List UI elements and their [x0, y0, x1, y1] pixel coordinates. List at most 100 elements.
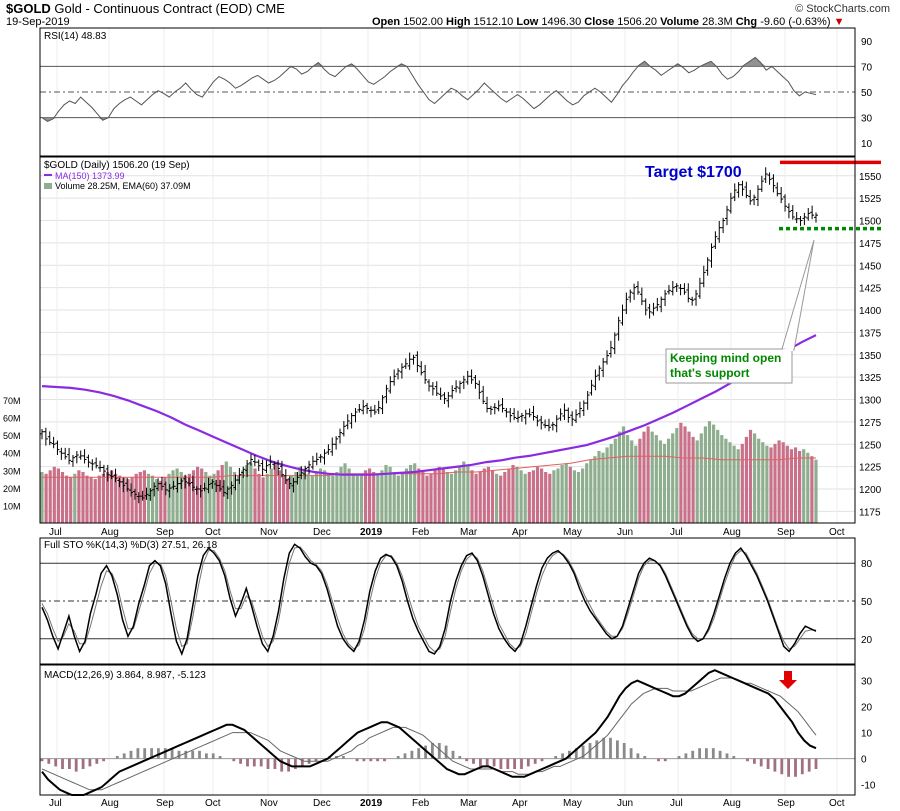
price-bar: [597, 365, 602, 381]
macd-hist-bar: [458, 756, 462, 759]
macd-hist-bar: [444, 745, 448, 759]
price-legend: $GOLD (Daily) 1506.20 (19 Sep): [44, 160, 190, 171]
price-bar: [659, 296, 664, 313]
macd-hist-bar: [506, 758, 510, 769]
price-bar: [330, 437, 335, 456]
price-bar: [276, 459, 281, 476]
price-bar: [593, 369, 598, 391]
month-label-bottom: Sep: [777, 798, 795, 809]
price-bar: [43, 427, 48, 446]
volume-bar: [802, 449, 806, 523]
price-bar: [125, 477, 130, 492]
ohlc-row: Open 1502.00 High 1512.10 Low 1496.30 Cl…: [372, 16, 844, 28]
price-bar: [334, 436, 339, 450]
volume-bar: [474, 473, 478, 523]
price-bar: [790, 205, 795, 220]
volume-bar: [368, 468, 372, 523]
volume-bar: [261, 477, 265, 523]
macd-hist-bar: [211, 753, 215, 759]
macd-tick-label: 30: [861, 677, 873, 688]
open-label: Open: [372, 16, 401, 28]
volume-bar: [372, 472, 376, 523]
macd-hist-bar: [191, 750, 195, 759]
price-bar: [624, 292, 629, 315]
price-bar: [210, 479, 215, 489]
volume-bar: [257, 473, 261, 523]
price-bar: [771, 174, 776, 193]
macd-hist-bar: [718, 750, 722, 759]
volume-bar: [314, 472, 318, 523]
price-bar: [183, 474, 188, 489]
volume-bar: [519, 470, 523, 523]
macd-hist-bar: [492, 758, 496, 767]
volume-bar: [290, 475, 294, 523]
price-bar: [248, 454, 253, 466]
month-label-bottom: Mar: [460, 798, 478, 809]
price-bar: [457, 380, 462, 394]
price-bar: [713, 231, 718, 249]
price-bar: [814, 212, 818, 223]
volume-bar: [294, 472, 298, 523]
price-bar: [543, 419, 548, 429]
month-label: Mar: [460, 527, 478, 538]
macd-hist-bar: [218, 756, 222, 759]
volume-bar: [60, 472, 65, 523]
volume-bar: [409, 465, 413, 523]
price-bar: [357, 403, 362, 413]
volume-bar: [503, 472, 507, 523]
macd-hist-bar: [417, 748, 421, 759]
price-bar: [558, 408, 563, 421]
macd-hist-bar: [431, 743, 434, 759]
volume-bar: [413, 463, 417, 523]
price-bar: [144, 487, 149, 500]
volume-bar: [208, 475, 212, 523]
month-label: Apr: [512, 527, 528, 538]
volume-bar: [593, 456, 597, 523]
volume-bar: [531, 470, 535, 523]
volume-bar: [122, 477, 126, 523]
price-bar: [461, 375, 466, 390]
macd-hist-bar: [122, 753, 126, 759]
volume-bar: [642, 431, 646, 523]
volume-bar: [736, 449, 740, 523]
macd-hist-bar: [609, 737, 612, 759]
macd-hist-bar: [677, 756, 681, 759]
price-bar: [214, 479, 219, 493]
volume-bar: [589, 459, 593, 523]
volume-bar: [73, 473, 77, 523]
support-callout-line2: that's support: [670, 366, 750, 380]
ma-legend: MA(150) 1373.99: [55, 171, 125, 181]
volume-bar: [724, 438, 728, 523]
volume-bar: [331, 475, 335, 523]
macd-hist-bar: [663, 758, 667, 762]
macd-hist-bar: [47, 758, 51, 764]
volume-bar: [445, 472, 449, 523]
macd-hist-bar: [369, 758, 373, 762]
price-bar: [59, 447, 64, 460]
month-label: May: [563, 527, 582, 538]
high-label: High: [446, 16, 471, 28]
macd-hist-bar: [61, 758, 64, 769]
macd-hist-bar: [232, 758, 236, 762]
volume-bar: [286, 479, 290, 523]
price-bar: [365, 402, 370, 414]
high-value: 1512.10: [473, 16, 514, 28]
volume-bar: [703, 426, 707, 523]
price-bar: [531, 405, 536, 421]
support-callout-pointer: [781, 239, 815, 351]
macd-hist-bar: [410, 750, 414, 759]
volume-bar: [282, 475, 286, 523]
low-value: 1496.30: [541, 16, 582, 28]
macd-hist-bar: [88, 758, 92, 767]
month-label: Sep: [777, 527, 795, 538]
volume-bar: [380, 470, 384, 523]
price-bar: [639, 287, 644, 306]
volume-bar: [572, 470, 576, 523]
macd-hist-bar: [698, 748, 701, 759]
volume-bar: [237, 475, 241, 523]
volume-bar: [744, 436, 748, 523]
macd-hist-bar: [163, 748, 167, 759]
volume-bar: [171, 470, 175, 523]
volume-bar: [310, 475, 314, 523]
macd-hist-bar: [513, 758, 516, 769]
